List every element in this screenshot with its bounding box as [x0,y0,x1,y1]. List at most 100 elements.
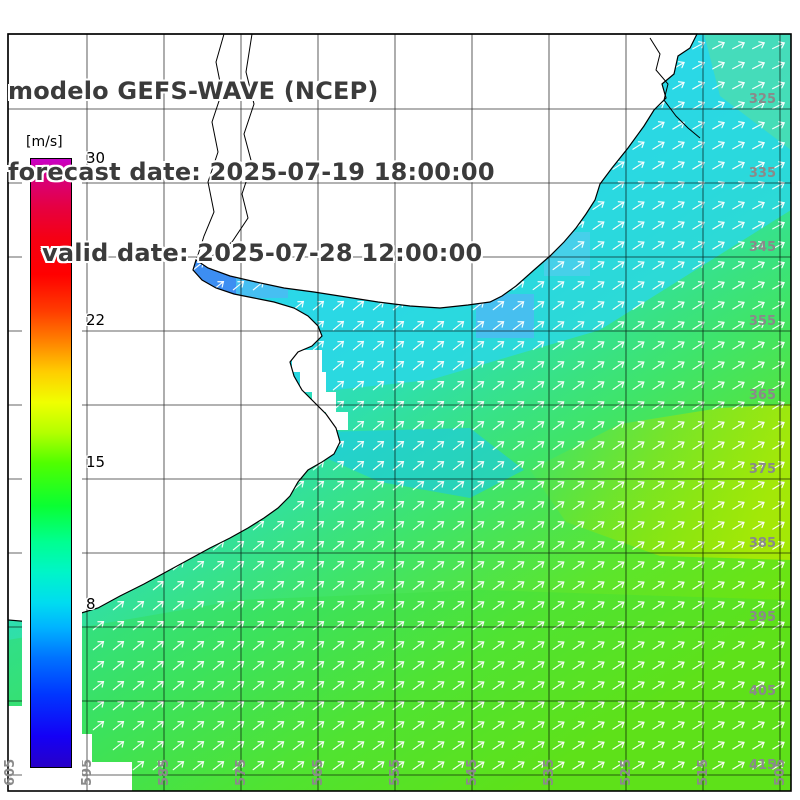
wind-arrow [432,621,445,631]
wind-arrow [672,461,685,470]
wind-arrow [432,501,445,511]
wind-arrow [592,301,605,311]
bottom-axis-label: 575 [234,759,249,786]
wind-arrow [752,481,765,490]
wind-arrow [152,701,165,711]
wind-arrow [232,560,245,571]
wind-arrow [232,721,245,731]
wind-arrow [612,401,625,410]
wind-arrow [352,641,365,651]
bottom-axis-label: 505 [773,759,788,786]
wind-arrow [572,641,585,650]
wind-arrow [612,161,625,170]
wind-arrow [772,121,786,130]
wind-arrow [712,441,725,450]
wind-arrow [412,381,425,391]
wind-arrow [592,561,605,570]
wind-arrow [732,541,745,550]
wind-arrow [352,521,365,531]
wind-arrow [352,541,365,551]
wind-arrow [752,221,765,230]
wind-arrow [672,141,685,150]
wind-arrow [732,221,745,230]
wind-arrow [712,261,725,270]
wind-arrow [772,261,785,270]
wind-arrow [332,360,345,371]
wind-arrow [352,721,365,731]
wind-arrow [672,181,685,190]
wind-arrow [572,661,585,670]
wind-arrow [712,641,725,650]
wind-arrow [532,641,545,650]
wind-arrow [232,580,245,591]
wind-arrow [632,221,645,230]
wind-arrow [532,281,545,291]
wind-arrow [532,541,545,551]
wind-arrow [112,641,125,651]
wind-arrow [272,681,285,691]
wind-arrow [652,601,665,610]
wind-arrow [512,501,525,511]
wind-arrow [352,340,365,351]
wind-arrow [732,481,745,490]
wind-arrow [752,661,765,670]
wind-arrow [592,541,605,550]
wind-arrow [232,621,245,631]
wind-arrow [452,741,465,750]
wind-arrow [492,321,505,331]
wind-arrow [432,341,445,351]
wind-arrow [672,381,685,390]
wind-arrow [352,561,365,571]
wind-arrow [472,681,485,691]
wind-arrow [352,621,365,631]
wind-arrow [532,701,545,710]
wind-arrow [352,741,365,751]
wind-arrow [512,641,525,651]
wind-arrow [672,641,685,650]
wind-arrow [332,340,345,351]
wind-arrow [632,661,645,670]
wind-arrow [552,661,565,670]
wind-arrow [772,321,785,330]
wind-arrow [652,281,665,290]
wind-arrow [712,541,725,550]
wind-arrow [592,201,605,210]
wind-arrow [472,561,485,571]
right-axis-label: 335 [749,166,776,181]
wind-arrow [92,701,105,711]
wind-arrow [492,381,505,391]
wind-arrow [672,621,685,630]
wind-arrow [412,521,425,531]
wind-arrow [512,341,525,351]
wind-arrow [672,581,685,590]
wind-arrow [172,681,185,691]
wind-arrow [352,500,365,511]
wind-arrow [712,281,725,290]
wind-arrow [772,81,786,90]
wind-arrow [372,561,385,571]
wind-arrow [652,761,665,770]
wind-arrow [252,661,265,671]
wind-arrow [612,761,625,770]
wind-arrow [472,741,485,750]
wind-arrow [572,381,585,391]
wind-arrow [732,581,745,590]
wind-arrow [472,581,485,591]
wind-arrow [432,361,445,371]
wind-arrow [532,461,545,471]
wind-arrow [592,281,605,291]
wind-arrow [512,321,525,331]
wind-arrow [232,280,245,291]
wind-arrow [132,721,145,731]
wind-arrow [712,561,725,570]
wind-arrow [232,600,245,611]
wind-arrow [452,541,465,551]
wind-arrow [572,241,585,251]
wind-arrow [432,681,445,691]
wind-arrow [552,381,565,391]
wind-arrow [752,621,765,630]
wind-arrow [612,561,625,570]
wind-arrow [292,601,305,611]
wind-arrow [452,381,465,391]
